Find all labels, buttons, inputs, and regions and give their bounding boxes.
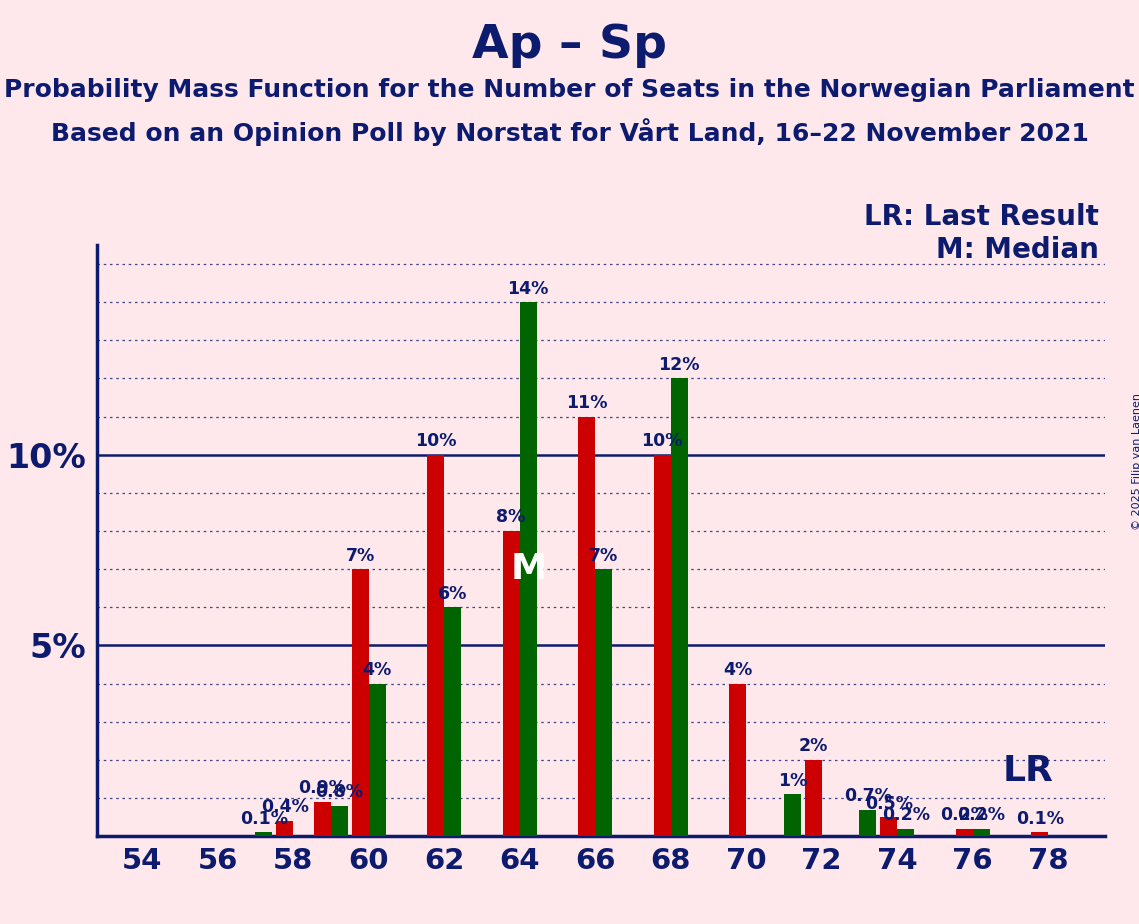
Bar bbox=[444, 607, 461, 836]
Text: 4%: 4% bbox=[362, 661, 392, 679]
Bar bbox=[956, 829, 973, 836]
Text: 1%: 1% bbox=[778, 772, 808, 790]
Bar bbox=[671, 379, 688, 836]
Text: 14%: 14% bbox=[508, 280, 549, 298]
Bar bbox=[596, 569, 612, 836]
Bar bbox=[369, 684, 386, 836]
Text: M: M bbox=[510, 553, 546, 586]
Text: 0.1%: 0.1% bbox=[1016, 809, 1064, 828]
Bar bbox=[654, 455, 671, 836]
Text: 8%: 8% bbox=[497, 508, 526, 527]
Text: 12%: 12% bbox=[658, 356, 699, 374]
Bar bbox=[502, 531, 519, 836]
Text: 0.7%: 0.7% bbox=[844, 787, 892, 805]
Text: 4%: 4% bbox=[723, 661, 752, 679]
Text: 0.8%: 0.8% bbox=[316, 784, 363, 801]
Bar bbox=[331, 806, 347, 836]
Text: 2%: 2% bbox=[798, 737, 828, 755]
Text: Ap – Sp: Ap – Sp bbox=[472, 23, 667, 68]
Bar bbox=[255, 833, 272, 836]
Bar bbox=[973, 829, 990, 836]
Bar bbox=[860, 809, 876, 836]
Text: Based on an Opinion Poll by Norstat for Vårt Land, 16–22 November 2021: Based on an Opinion Poll by Norstat for … bbox=[50, 118, 1089, 146]
Text: 0.2%: 0.2% bbox=[957, 806, 1006, 824]
Text: 0.4%: 0.4% bbox=[261, 798, 309, 817]
Bar bbox=[898, 829, 915, 836]
Bar bbox=[784, 795, 801, 836]
Bar bbox=[1031, 833, 1048, 836]
Text: 11%: 11% bbox=[566, 394, 607, 412]
Text: 0.5%: 0.5% bbox=[865, 795, 912, 812]
Text: 7%: 7% bbox=[589, 547, 618, 565]
Bar bbox=[519, 302, 536, 836]
Text: LR: LR bbox=[1003, 754, 1054, 788]
Bar bbox=[804, 760, 821, 836]
Text: 0.2%: 0.2% bbox=[882, 806, 929, 824]
Bar bbox=[579, 417, 596, 836]
Text: 0.9%: 0.9% bbox=[298, 779, 346, 797]
Bar bbox=[427, 455, 444, 836]
Text: 6%: 6% bbox=[439, 585, 467, 602]
Bar bbox=[276, 821, 293, 836]
Text: LR: Last Result: LR: Last Result bbox=[865, 203, 1099, 231]
Text: 0.1%: 0.1% bbox=[240, 809, 288, 828]
Bar bbox=[352, 569, 369, 836]
Bar bbox=[729, 684, 746, 836]
Text: 0.2%: 0.2% bbox=[940, 806, 989, 824]
Bar bbox=[880, 817, 898, 836]
Text: 10%: 10% bbox=[415, 432, 457, 450]
Text: Probability Mass Function for the Number of Seats in the Norwegian Parliament: Probability Mass Function for the Number… bbox=[5, 78, 1134, 102]
Text: 10%: 10% bbox=[641, 432, 683, 450]
Text: © 2025 Filip van Laenen: © 2025 Filip van Laenen bbox=[1132, 394, 1139, 530]
Text: M: Median: M: Median bbox=[936, 236, 1099, 263]
Text: 7%: 7% bbox=[345, 547, 375, 565]
Bar bbox=[314, 802, 331, 836]
